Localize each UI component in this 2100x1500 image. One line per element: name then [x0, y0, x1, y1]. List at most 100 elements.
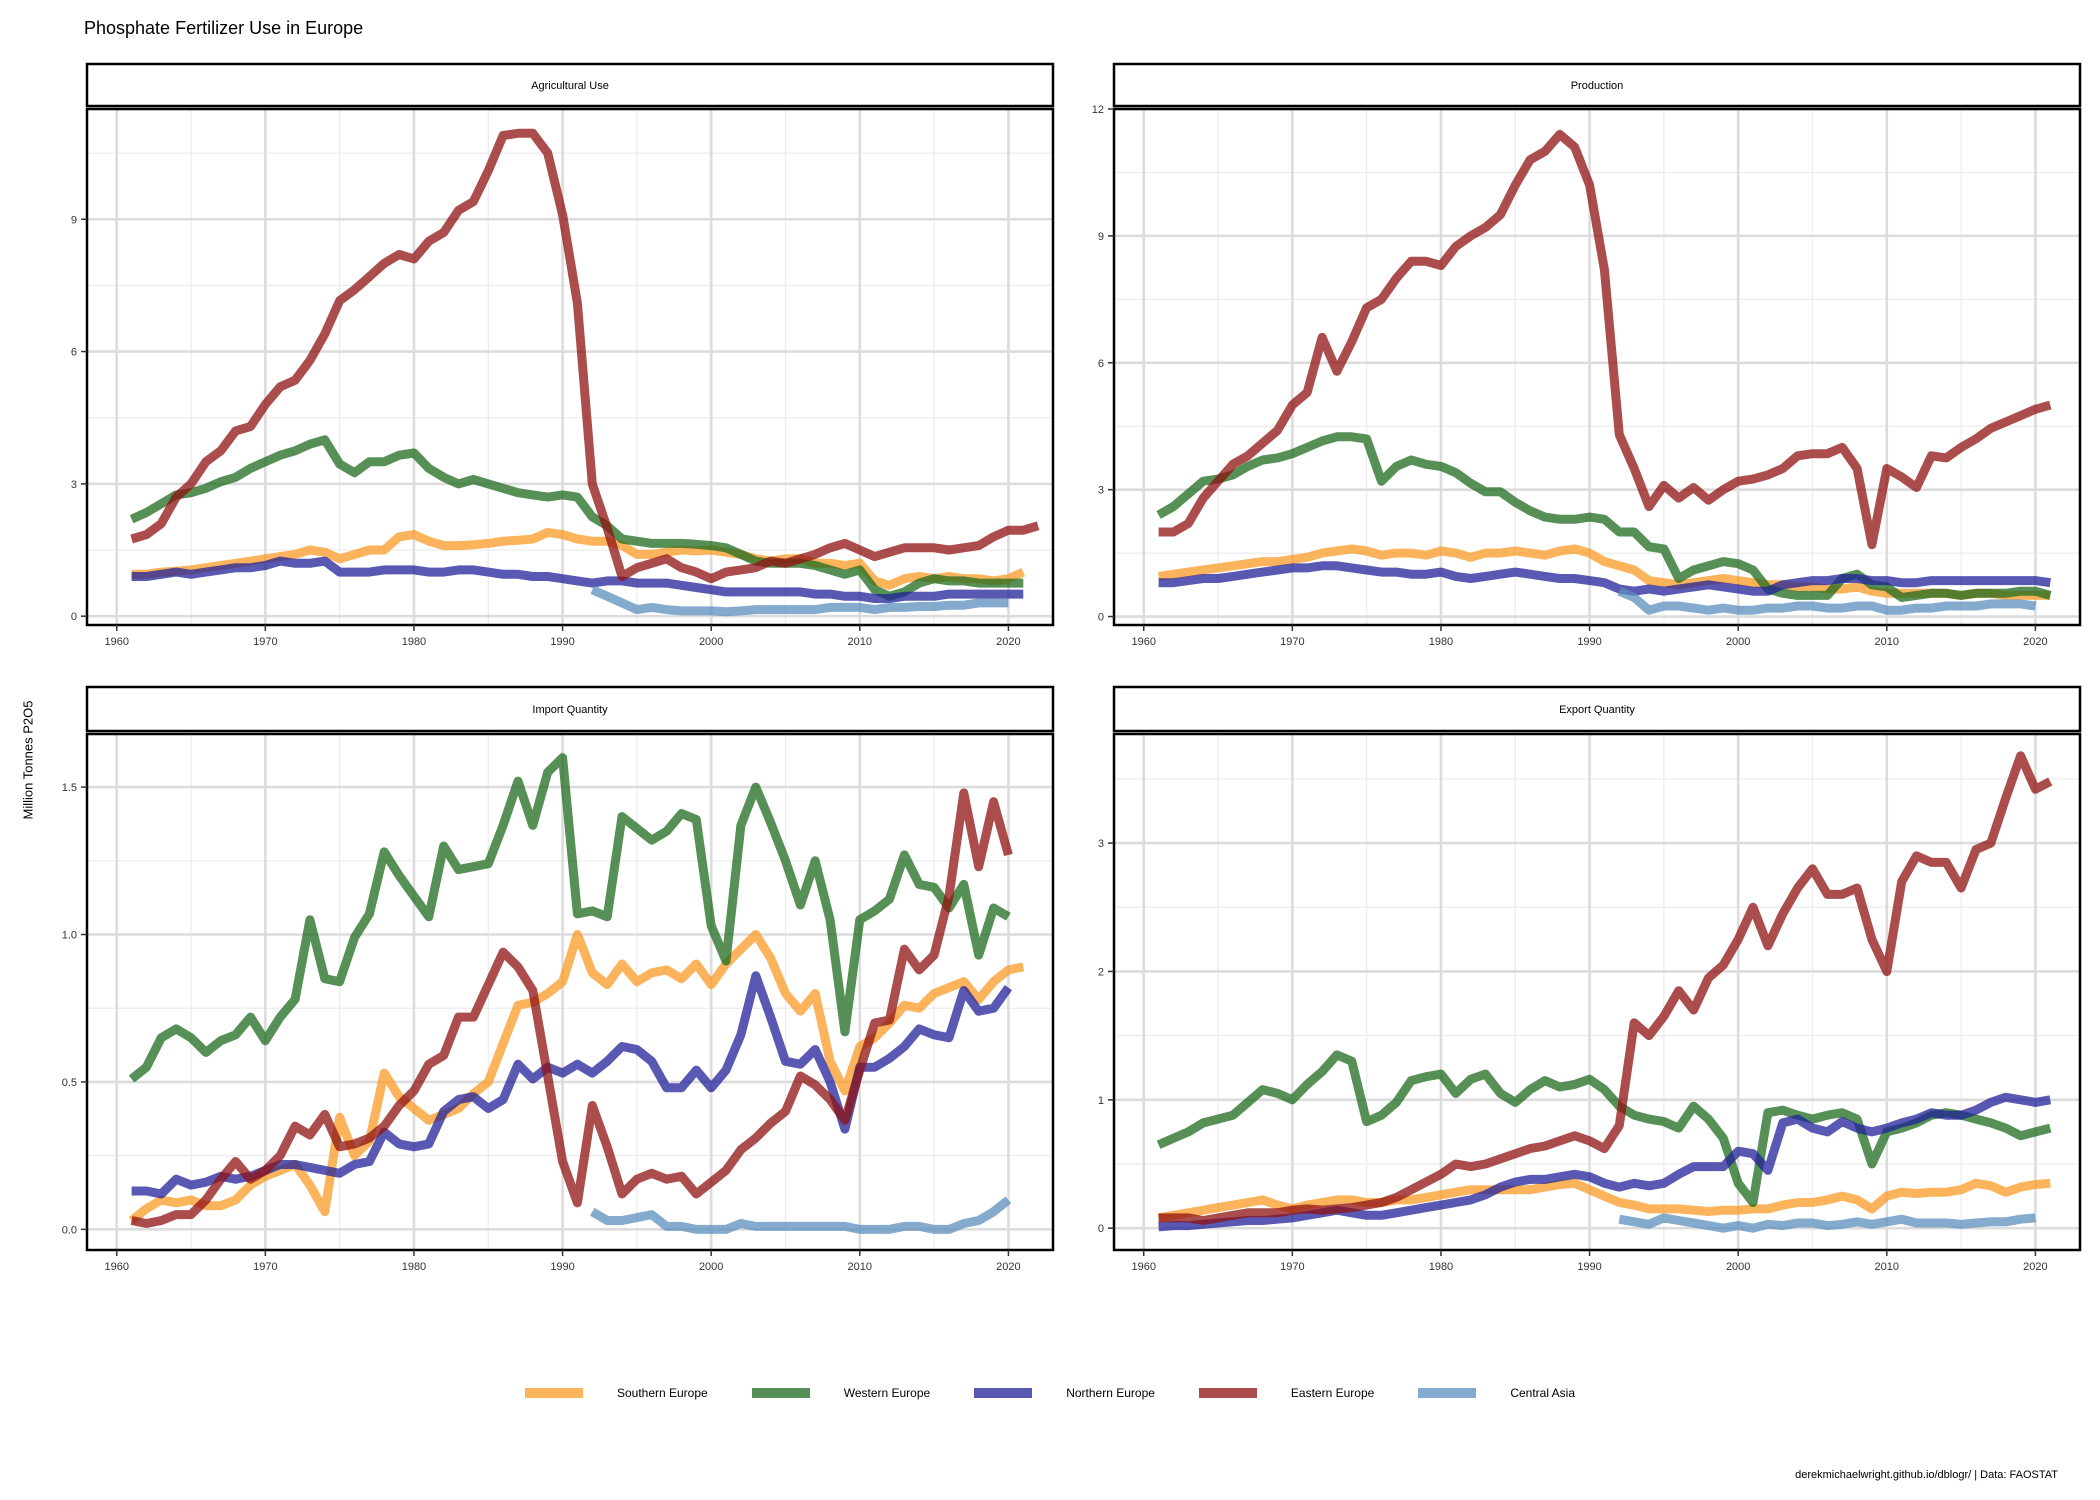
x-tick-label: 1970 — [1280, 636, 1304, 648]
x-tick-label: 2010 — [1875, 636, 1899, 648]
y-tick-label: 1 — [1098, 1095, 1104, 1107]
x-tick-label: 1970 — [253, 636, 277, 648]
facet-strip — [1112, 685, 2082, 733]
x-tick-label: 1990 — [1577, 1261, 1601, 1273]
x-tick-label: 2020 — [996, 636, 1020, 648]
legend-swatch — [751, 1388, 810, 1398]
y-tick-label: 1.0 — [62, 930, 77, 942]
caption: derekmichaelwright.github.io/dblogr/ | D… — [1795, 1469, 2058, 1481]
x-tick-label: 2020 — [2023, 636, 2047, 648]
series-line-central-asia — [1618, 1213, 2036, 1233]
x-tick-label: 2020 — [996, 1261, 1020, 1273]
y-tick-label: 0 — [71, 611, 77, 623]
legend-swatch — [974, 1388, 1033, 1398]
series-line-eastern-europe — [1158, 129, 2052, 550]
legend-item-central-asia: Central Asia — [1418, 1386, 1575, 1400]
legend-label: Central Asia — [1510, 1386, 1576, 1400]
legend-item-southern-europe: Southern Europe — [524, 1386, 708, 1400]
y-tick-label: 0 — [1098, 612, 1104, 624]
y-tick-label: 3 — [1098, 485, 1104, 497]
x-tick-label: 1970 — [1280, 1261, 1304, 1273]
x-tick-label: 2000 — [1726, 636, 1750, 648]
panel-import-quantity: Import Quantity 1960 1970 1980 1990 2000 2010 2… — [62, 685, 1055, 1273]
series-line-western-europe — [1156, 432, 2052, 602]
x-tick-label: 1990 — [550, 636, 574, 648]
plot-border — [1112, 732, 2082, 1252]
y-tick-label: 3 — [1098, 838, 1104, 850]
x-tick-label: 2010 — [1875, 1261, 1899, 1273]
x-tick-label: 1980 — [402, 636, 426, 648]
y-tick-label: 12 — [1092, 104, 1104, 116]
x-tick-label: 1970 — [253, 1261, 277, 1273]
x-tick-label: 1980 — [1429, 636, 1453, 648]
y-tick-label: 0.0 — [62, 1224, 77, 1236]
series-line-eastern-europe — [1158, 751, 2053, 1225]
series-line-central-asia — [590, 585, 1009, 617]
series-line-eastern-europe — [130, 128, 1040, 584]
series-line-western-europe — [1156, 1050, 2052, 1207]
plot-border — [85, 107, 1055, 627]
series-line-northern-europe — [131, 556, 1024, 603]
y-tick-label: 6 — [71, 347, 77, 359]
facet-title: Import Quantity — [532, 704, 608, 716]
legend-swatch — [524, 1388, 583, 1398]
legend-swatch — [1418, 1388, 1477, 1398]
x-tick-label: 2000 — [1726, 1261, 1750, 1273]
x-tick-label: 1960 — [104, 1261, 128, 1273]
chart-title: Phosphate Fertilizer Use in Europe — [84, 18, 364, 38]
legend: Southern Europe Western Europe Northern Eu… — [0, 1378, 2100, 1408]
plot-border — [1112, 107, 2082, 627]
x-tick-label: 2000 — [699, 636, 723, 648]
legend-label: Northern Europe — [1066, 1386, 1155, 1400]
series-line-western-europe — [129, 435, 1024, 601]
x-tick-label: 2010 — [848, 636, 872, 648]
series-line-northern-europe — [1158, 561, 2051, 596]
panel-production: Production 1960 1970 1980 1990 2000 2010 2020 0 3… — [1092, 62, 2082, 648]
y-tick-label: 2 — [1098, 966, 1104, 978]
x-tick-label: 2020 — [2023, 1261, 2047, 1273]
facet-strip — [85, 62, 1055, 108]
facet-title: Production — [1571, 80, 1624, 92]
y-tick-label: 0.5 — [62, 1077, 77, 1089]
x-tick-label: 1980 — [1429, 1261, 1453, 1273]
plot-border — [85, 732, 1055, 1252]
major-grid — [87, 109, 1053, 625]
panel-export-quantity: Export Quantity 1960 1970 1980 1990 2000 2010 2… — [1098, 685, 2082, 1273]
x-tick-label: 1980 — [402, 1261, 426, 1273]
facet-title: Agricultural Use — [531, 80, 609, 92]
legend-item-northern-europe: Northern Europe — [974, 1386, 1155, 1400]
minor-grid — [1114, 734, 2080, 1250]
legend-item-eastern-europe: Eastern Europe — [1198, 1386, 1375, 1400]
y-tick-label: 9 — [1098, 231, 1104, 243]
x-tick-label: 2000 — [699, 1261, 723, 1273]
series-line-central-asia — [1617, 587, 2037, 615]
y-tick-label: 0 — [1098, 1223, 1104, 1235]
facet-title: Export Quantity — [1559, 704, 1635, 716]
x-tick-label: 1990 — [550, 1261, 574, 1273]
series-line-western-europe — [128, 753, 1011, 1083]
y-tick-label: 9 — [71, 214, 77, 226]
x-tick-label: 1960 — [104, 636, 128, 648]
major-grid — [1114, 107, 2080, 625]
y-tick-label: 1.5 — [62, 782, 77, 794]
series-line-eastern-europe — [130, 788, 1013, 1228]
x-tick-label: 2010 — [848, 1261, 872, 1273]
x-tick-label: 1960 — [1131, 636, 1155, 648]
major-grid — [1114, 734, 2080, 1250]
x-tick-label: 1960 — [1131, 1261, 1155, 1273]
legend-label: Southern Europe — [616, 1386, 708, 1400]
panel-agricultural-use: Agricultural Use 1960 1970 1980 1990 2000 2010… — [71, 62, 1055, 648]
series-line-central-asia — [590, 1196, 1012, 1234]
series-line-northern-europe — [1158, 1092, 2052, 1232]
legend-label: Eastern Europe — [1290, 1386, 1375, 1400]
y-tick-label: 6 — [1098, 358, 1104, 370]
x-tick-label: 1990 — [1577, 636, 1601, 648]
facet-strip — [1112, 62, 2082, 108]
legend-swatch — [1198, 1388, 1257, 1398]
legend-label: Western Europe — [843, 1386, 931, 1400]
y-tick-label: 3 — [71, 479, 77, 491]
facet-strip — [85, 685, 1055, 733]
legend-item-western-europe: Western Europe — [751, 1386, 931, 1400]
minor-grid — [1114, 109, 2080, 625]
